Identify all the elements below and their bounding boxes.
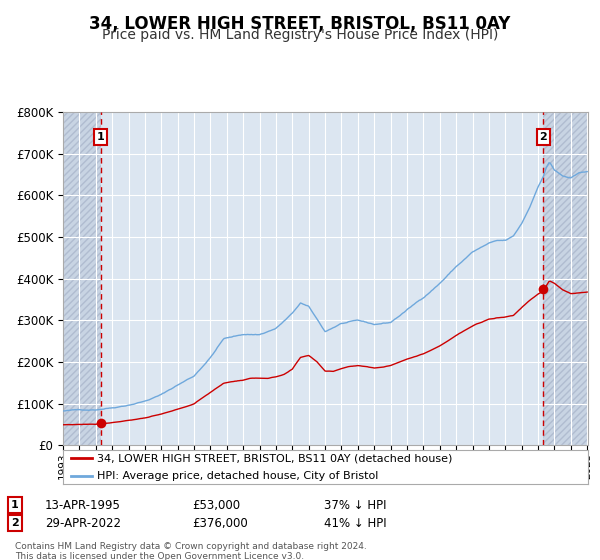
Bar bbox=[544, 112, 588, 445]
Text: Price paid vs. HM Land Registry's House Price Index (HPI): Price paid vs. HM Land Registry's House … bbox=[102, 28, 498, 42]
Text: HPI: Average price, detached house, City of Bristol: HPI: Average price, detached house, City… bbox=[97, 471, 379, 480]
Text: 34, LOWER HIGH STREET, BRISTOL, BS11 0AY (detached house): 34, LOWER HIGH STREET, BRISTOL, BS11 0AY… bbox=[97, 454, 452, 463]
Bar bbox=[63, 112, 101, 445]
Text: 29-APR-2022: 29-APR-2022 bbox=[45, 516, 121, 530]
Text: 1: 1 bbox=[11, 500, 19, 510]
Text: 1: 1 bbox=[97, 132, 104, 142]
Text: 37% ↓ HPI: 37% ↓ HPI bbox=[324, 498, 386, 512]
Text: Contains HM Land Registry data © Crown copyright and database right 2024.
This d: Contains HM Land Registry data © Crown c… bbox=[15, 542, 367, 560]
Text: 13-APR-1995: 13-APR-1995 bbox=[45, 498, 121, 512]
Text: £376,000: £376,000 bbox=[192, 516, 248, 530]
Text: 34, LOWER HIGH STREET, BRISTOL, BS11 0AY: 34, LOWER HIGH STREET, BRISTOL, BS11 0AY bbox=[89, 15, 511, 32]
Text: £53,000: £53,000 bbox=[192, 498, 240, 512]
Text: 2: 2 bbox=[539, 132, 547, 142]
Text: 2: 2 bbox=[11, 518, 19, 528]
Text: 41% ↓ HPI: 41% ↓ HPI bbox=[324, 516, 386, 530]
